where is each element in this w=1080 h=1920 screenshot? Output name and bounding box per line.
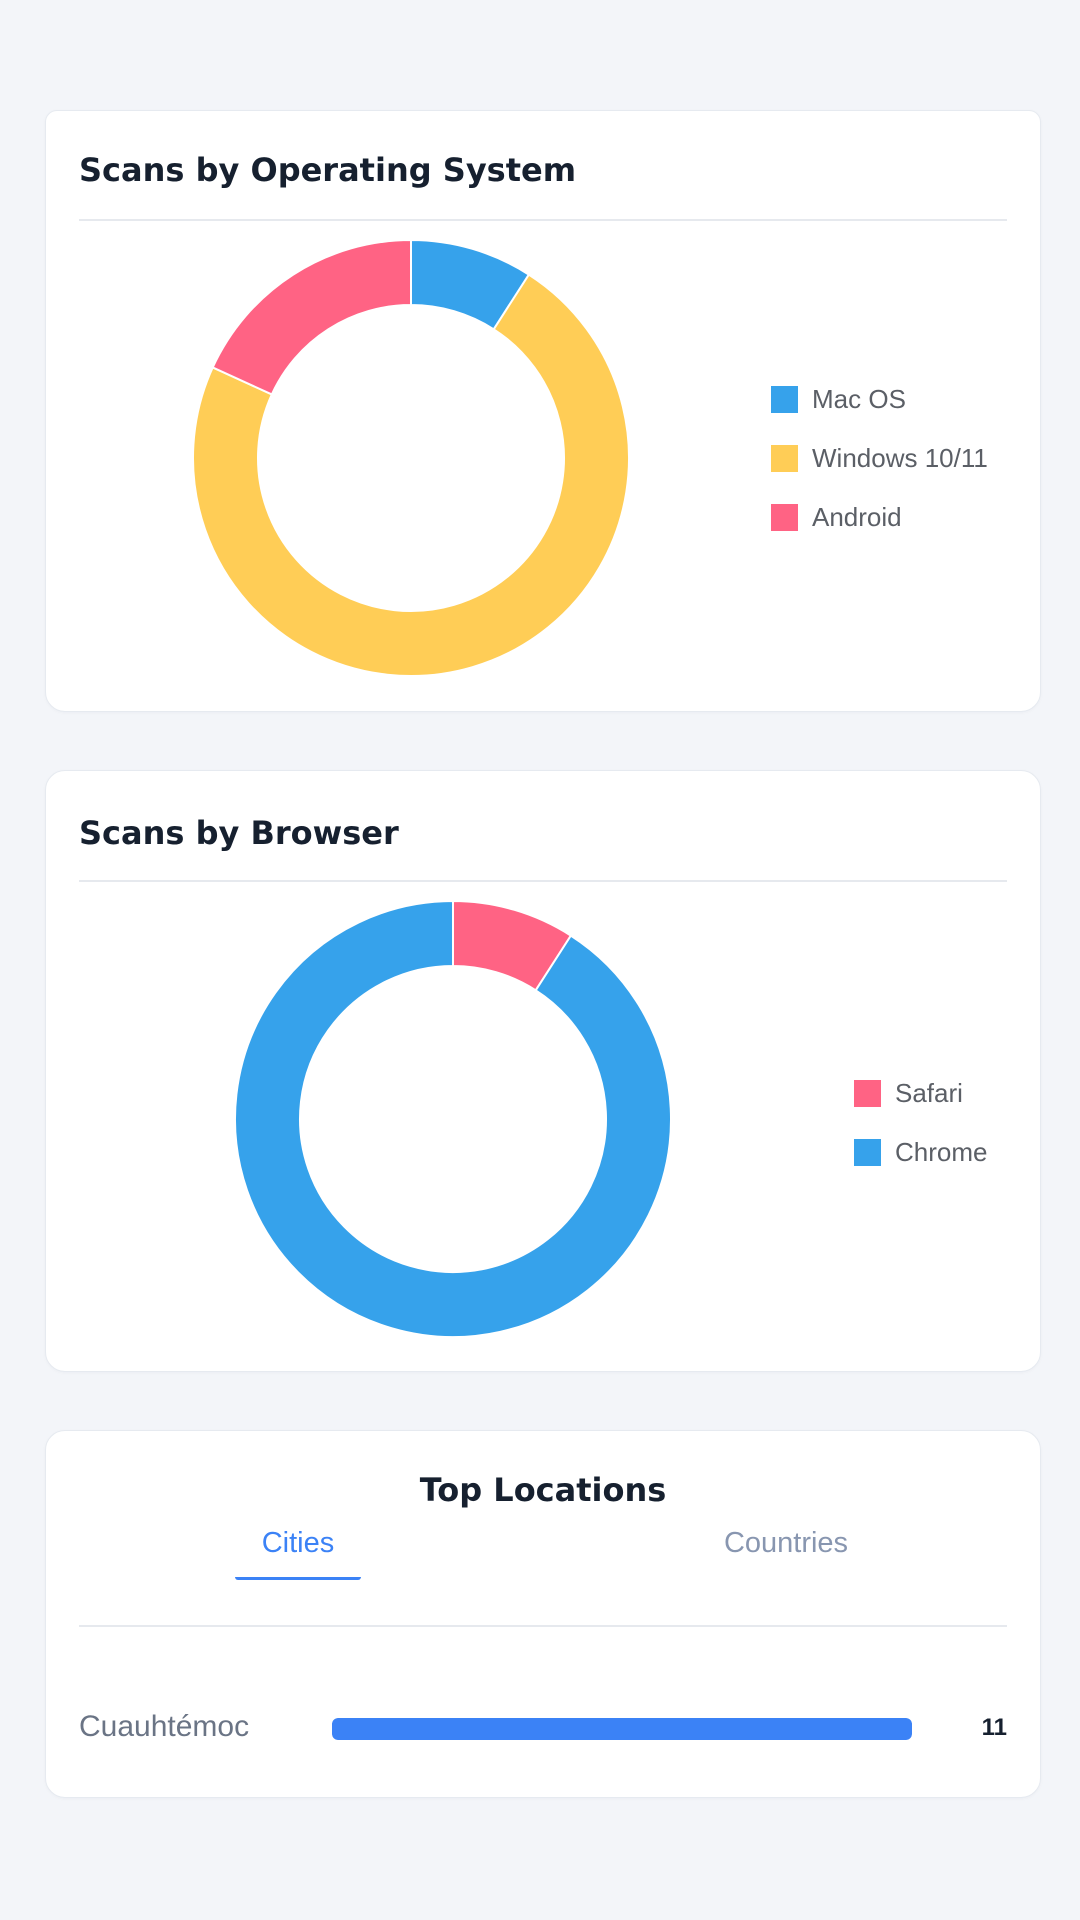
top-locations-card: Top Locations Cities Countries Cuauhtémo…	[45, 1430, 1041, 1798]
legend-item-android[interactable]: Android	[771, 502, 988, 532]
tab-cities[interactable]: Cities	[235, 1527, 361, 1580]
location-count: 11	[981, 1714, 1007, 1741]
legend-item-safari[interactable]: Safari	[854, 1078, 987, 1108]
legend-label: Android	[812, 501, 902, 532]
legend-swatch	[854, 1138, 881, 1166]
legend-swatch	[771, 503, 798, 531]
legend-label: Mac OS	[812, 383, 906, 414]
location-name: Cuauhtémoc	[79, 1710, 250, 1743]
legend-label: Chrome	[895, 1136, 988, 1167]
os-divider	[79, 219, 1007, 221]
legend-label: Windows 10/11	[812, 442, 988, 473]
os-scans-card: Scans by Operating System Mac OS Windows …	[45, 110, 1041, 712]
browser-scans-title: Scans by Browser	[79, 814, 399, 852]
legend-label: Safari	[895, 1077, 963, 1108]
donut-slice-chrome[interactable]	[234, 899, 672, 1338]
legend-item-mac-os[interactable]: Mac OS	[771, 384, 988, 414]
legend-item-windows-10-11[interactable]: Windows 10/11	[771, 443, 988, 473]
legend-item-chrome[interactable]: Chrome	[854, 1137, 987, 1167]
donut-slice-android[interactable]	[211, 238, 412, 396]
browser-divider	[79, 880, 1007, 882]
os-scans-title: Scans by Operating System	[79, 151, 577, 189]
location-bar-track	[332, 1718, 912, 1740]
browser-scans-card: Scans by Browser Safari Chrome	[45, 770, 1041, 1372]
legend-swatch	[854, 1079, 881, 1107]
donut-slice-windows-10-11[interactable]	[192, 273, 630, 677]
legend-swatch	[771, 444, 798, 472]
os-legend: Mac OS Windows 10/11 Android	[771, 384, 988, 561]
os-donut-chart	[192, 238, 630, 677]
location-row: Cuauhtémoc 11	[79, 1708, 1007, 1748]
location-bar-fill	[332, 1718, 912, 1740]
browser-donut-chart	[234, 899, 672, 1338]
browser-legend: Safari Chrome	[854, 1078, 987, 1196]
top-locations-title: Top Locations	[419, 1471, 667, 1509]
legend-swatch	[771, 385, 798, 413]
locations-divider	[79, 1625, 1007, 1627]
tab-countries[interactable]: Countries	[723, 1527, 849, 1559]
